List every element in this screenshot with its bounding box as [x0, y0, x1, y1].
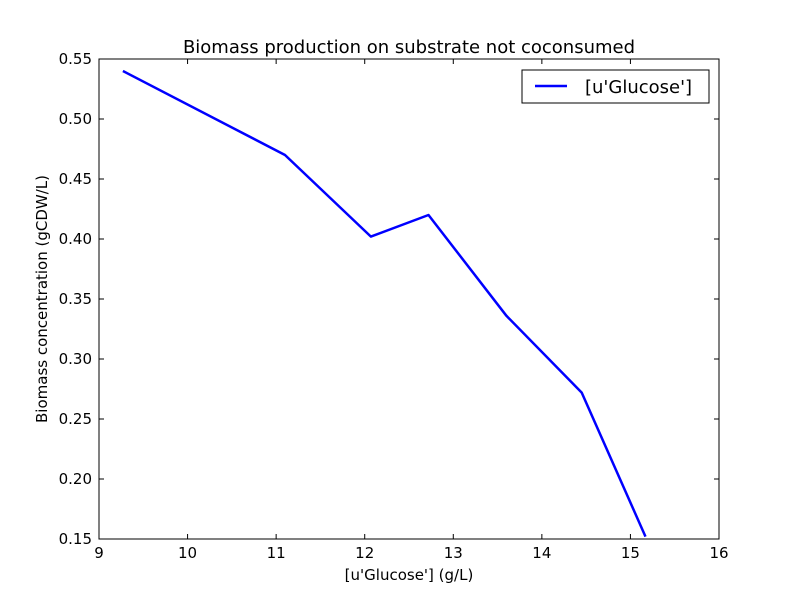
legend: [u'Glucose'] [521, 69, 710, 104]
x-tick-label: 10 [178, 544, 197, 562]
series-line-0 [122, 69, 647, 538]
x-tick-label: 14 [532, 544, 551, 562]
x-tick-label: 16 [709, 544, 728, 562]
y-tick-label: 0.35 [59, 290, 92, 308]
y-axis-label: Biomass concentration (gCDW/L) [33, 175, 51, 423]
x-tick-label: 11 [267, 544, 286, 562]
x-tick-label: 12 [355, 544, 374, 562]
y-tick-label: 0.45 [59, 170, 92, 188]
y-tick-label: 0.50 [59, 110, 92, 128]
y-tick-label: 0.30 [59, 350, 92, 368]
y-tick-label: 0.15 [59, 530, 92, 548]
x-tick-label: 13 [444, 544, 463, 562]
x-tick-label: 9 [94, 544, 104, 562]
legend-series-label: [u'Glucose'] [585, 77, 692, 98]
x-axis-ticks: 9 10 11 12 13 14 15 16 [94, 59, 729, 562]
chart-title: Biomass production on substrate not coco… [183, 37, 635, 58]
y-tick-label: 0.40 [59, 230, 92, 248]
plot-frame [98, 58, 720, 540]
plot-area [98, 58, 720, 540]
y-tick-label: 0.25 [59, 410, 92, 428]
y-tick-label: 0.20 [59, 470, 92, 488]
y-tick-label: 0.55 [59, 50, 92, 68]
x-axis-label: [u'Glucose'] (g/L) [345, 566, 474, 584]
y-axis-ticks: 0.15 0.20 0.25 0.30 0.35 0.40 0.45 0.50 0.55 [59, 50, 719, 548]
x-tick-label: 15 [621, 544, 640, 562]
